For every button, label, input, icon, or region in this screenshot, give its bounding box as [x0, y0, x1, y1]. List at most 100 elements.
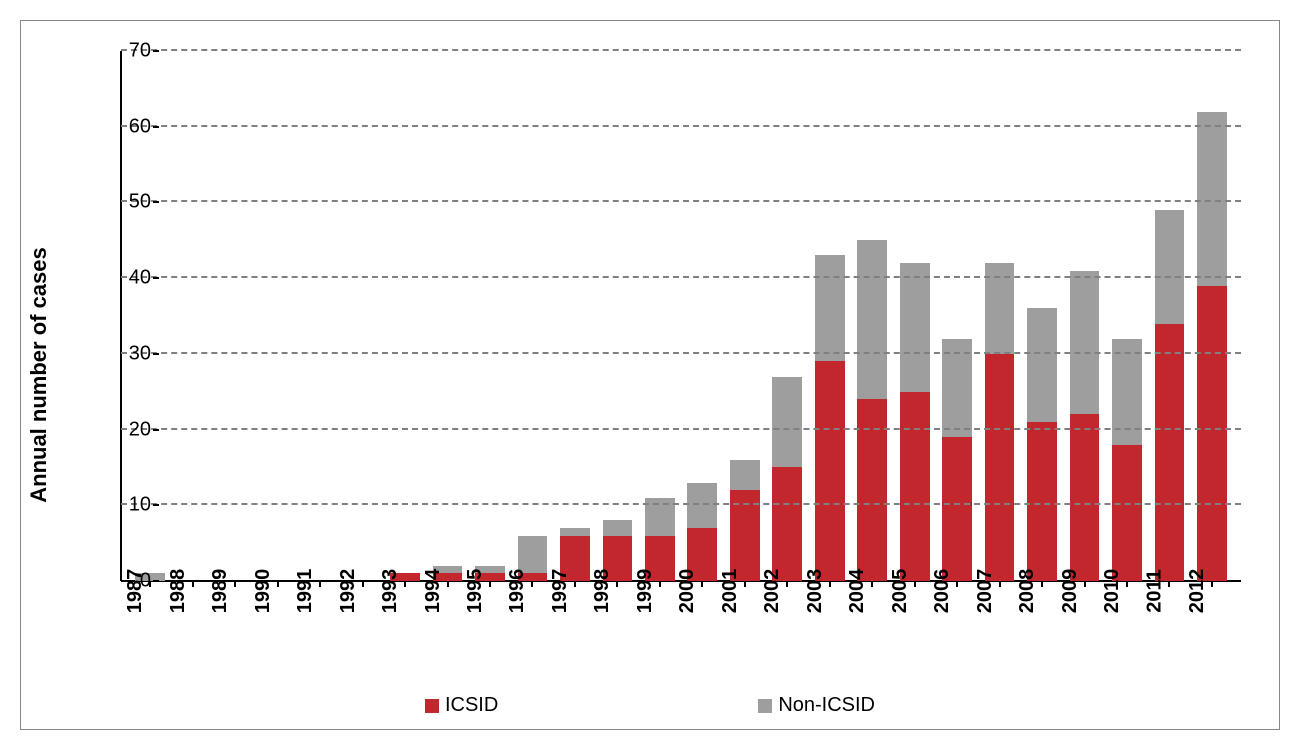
x-tick-label: 1997 [549, 569, 572, 614]
x-tick-mark [489, 581, 491, 587]
bar-slot: 2004 [851, 51, 893, 581]
grid-line [121, 200, 1241, 202]
x-tick-mark [1126, 581, 1128, 587]
bar-slot: 1992 [341, 51, 383, 581]
y-tick-mark [153, 580, 159, 582]
bar-segment-non-icsid [1155, 210, 1185, 324]
x-tick-mark [999, 581, 1001, 587]
x-tick-mark [234, 581, 236, 587]
chart-frame: Annual number of cases 19871988198919901… [20, 20, 1280, 730]
x-tick-label: 2006 [931, 569, 954, 614]
x-tick-mark [914, 581, 916, 587]
bar-slot: 1998 [596, 51, 638, 581]
bar-slot: 2012 [1191, 51, 1233, 581]
bar-slot: 2007 [978, 51, 1020, 581]
bar-stack [687, 483, 717, 581]
y-tick-mark [153, 201, 159, 203]
y-tick-label: 10 [101, 494, 151, 517]
x-tick-label: 1988 [166, 569, 189, 614]
bar-slot: 1994 [426, 51, 468, 581]
x-tick-label: 2003 [803, 569, 826, 614]
legend-label-icsid: ICSID [445, 694, 498, 717]
bar-segment-icsid [1155, 324, 1185, 581]
x-tick-mark [829, 581, 831, 587]
bar-segment-icsid [985, 354, 1015, 581]
bar-stack [815, 255, 845, 581]
x-tick-label: 2001 [719, 569, 742, 614]
bar-slot: 2001 [724, 51, 766, 581]
bar-slot: 1989 [214, 51, 256, 581]
bar-segment-icsid [815, 361, 845, 581]
bar-slot: 1993 [384, 51, 426, 581]
x-tick-mark [956, 581, 958, 587]
x-tick-label: 1999 [634, 569, 657, 614]
legend-swatch-nonicsid [758, 699, 772, 713]
bar-stack [730, 460, 760, 581]
y-tick-label: 70 [101, 40, 151, 63]
bar-slot: 2010 [1106, 51, 1148, 581]
grid-line [121, 428, 1241, 430]
x-tick-label: 2012 [1186, 569, 1209, 614]
x-tick-label: 1991 [294, 569, 317, 614]
bar-slot: 1995 [469, 51, 511, 581]
bar-slot: 2009 [1063, 51, 1105, 581]
bar-segment-non-icsid [730, 460, 760, 490]
bar-segment-non-icsid [518, 536, 548, 574]
bar-segment-non-icsid [1197, 112, 1227, 286]
legend-item-icsid: ICSID [425, 694, 498, 717]
bar-segment-icsid [857, 399, 887, 581]
x-tick-label: 1998 [591, 569, 614, 614]
bar-slot: 2002 [766, 51, 808, 581]
bar-slot: 1997 [554, 51, 596, 581]
x-tick-mark [192, 581, 194, 587]
y-tick-mark [153, 50, 159, 52]
grid-line [121, 49, 1241, 51]
bar-segment-non-icsid [1070, 271, 1100, 415]
x-tick-mark [701, 581, 703, 587]
x-tick-mark [574, 581, 576, 587]
x-tick-mark [362, 581, 364, 587]
bar-slot: 1996 [511, 51, 553, 581]
x-tick-label: 2007 [973, 569, 996, 614]
x-tick-mark [744, 581, 746, 587]
bar-stack [942, 339, 972, 581]
x-tick-mark [531, 581, 533, 587]
bar-segment-icsid [942, 437, 972, 581]
grid-line [121, 503, 1241, 505]
bar-segment-non-icsid [1027, 308, 1057, 422]
y-tick-mark [153, 504, 159, 506]
x-tick-mark [277, 581, 279, 587]
x-tick-label: 2005 [888, 569, 911, 614]
grid-line [121, 125, 1241, 127]
bar-stack [857, 240, 887, 581]
bar-slot: 2011 [1148, 51, 1190, 581]
x-tick-mark [1211, 581, 1213, 587]
x-tick-label: 1990 [251, 569, 274, 614]
x-tick-label: 2000 [676, 569, 699, 614]
legend-label-nonicsid: Non-ICSID [778, 694, 875, 717]
bar-segment-non-icsid [815, 255, 845, 361]
bar-stack [772, 377, 802, 581]
y-tick-mark [153, 277, 159, 279]
y-tick-label: 40 [101, 267, 151, 290]
y-tick-label: 50 [101, 191, 151, 214]
x-tick-label: 1989 [209, 569, 232, 614]
bar-segment-icsid [1027, 422, 1057, 581]
y-tick-label: 20 [101, 418, 151, 441]
x-tick-label: 1994 [421, 569, 444, 614]
bar-segment-non-icsid [560, 528, 590, 536]
x-tick-mark [1168, 581, 1170, 587]
x-tick-label: 2002 [761, 569, 784, 614]
bar-slot: 1988 [171, 51, 213, 581]
bar-slot: 2000 [681, 51, 723, 581]
bar-slot: 2008 [1021, 51, 1063, 581]
bars-container: 1987198819891990199119921993199419951996… [121, 51, 1241, 581]
x-tick-label: 2004 [846, 569, 869, 614]
bar-slot: 2006 [936, 51, 978, 581]
bar-slot: 1991 [299, 51, 341, 581]
bar-slot: 2005 [893, 51, 935, 581]
bar-stack [985, 263, 1015, 581]
y-axis-title: Annual number of cases [26, 247, 52, 503]
x-tick-mark [616, 581, 618, 587]
legend-swatch-icsid [425, 699, 439, 713]
